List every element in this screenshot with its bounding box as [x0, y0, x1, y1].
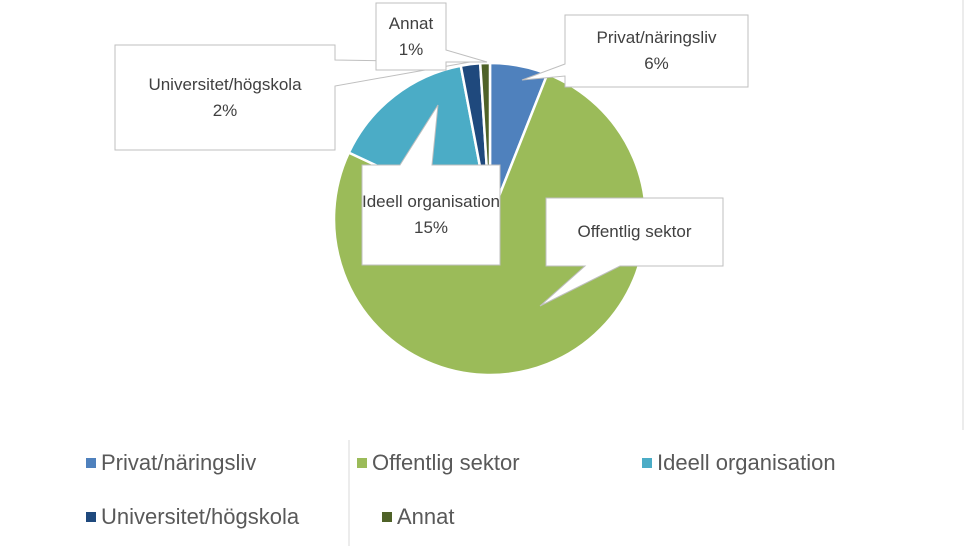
label-value: 2% — [212, 100, 238, 120]
legend-label: Privat/näringsliv — [101, 450, 257, 475]
legend-label: Universitet/högskola — [101, 504, 300, 529]
label-value: 15% — [413, 218, 449, 237]
data-label: Offentlig sektor — [546, 198, 723, 266]
data-label: Universitet/högskola 2% — [115, 45, 335, 150]
legend-label: Offentlig sektor — [372, 450, 520, 475]
legend-label: Annat — [397, 504, 455, 529]
label-category: Universitet/högskola — [148, 74, 302, 94]
callout-box — [361, 104, 501, 266]
label-value: 1% — [398, 39, 424, 59]
legend-swatch — [382, 512, 392, 522]
callout-box — [375, 2, 488, 71]
data-label: Ideell organisation 15% — [362, 165, 500, 265]
legend-label: Ideell organisation — [657, 450, 836, 475]
callout-box — [539, 197, 724, 307]
legend-swatch — [357, 458, 367, 468]
label-category: Ideell organisation — [362, 192, 500, 211]
legend-swatch — [642, 458, 652, 468]
data-label: Privat/näringsliv 6% — [565, 15, 748, 87]
label-category: Annat — [388, 13, 434, 33]
label-category: Offentlig sektor — [577, 222, 692, 241]
legend-swatch — [86, 458, 96, 468]
callout-box — [521, 14, 749, 88]
legend-swatch — [86, 512, 96, 522]
data-label: Annat 1% — [376, 3, 446, 70]
label-category: Privat/näringsliv — [596, 28, 717, 47]
label-value: 6% — [644, 54, 669, 73]
callout-box — [114, 44, 471, 151]
